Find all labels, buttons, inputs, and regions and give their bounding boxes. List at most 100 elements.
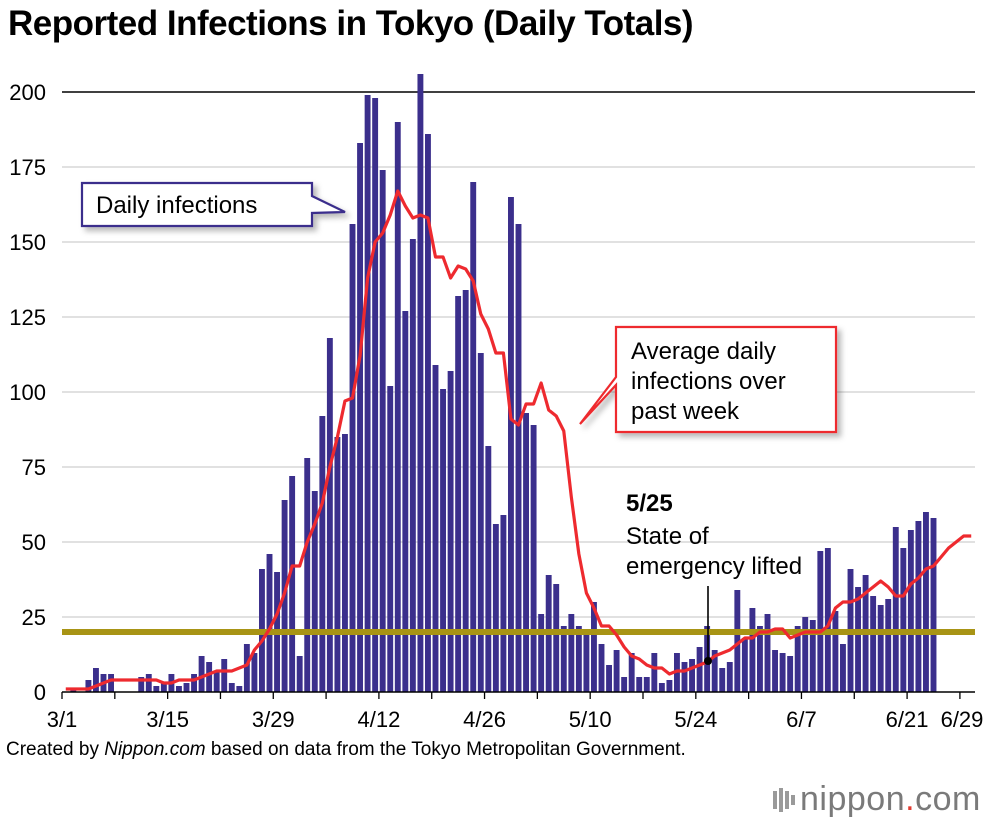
y-tick-label: 175 — [9, 155, 46, 180]
daily-bar — [515, 224, 522, 692]
daily-bar — [907, 530, 914, 692]
daily-bar — [892, 527, 899, 692]
daily-bar — [824, 548, 831, 692]
y-tick-label: 100 — [9, 380, 46, 405]
logo-name: nippon — [800, 780, 906, 818]
daily-bar — [719, 668, 726, 692]
daily-bar — [923, 512, 929, 692]
daily-bar — [794, 626, 801, 692]
daily-bar — [817, 551, 824, 692]
daily-bar — [326, 338, 333, 692]
daily-bar — [591, 602, 597, 692]
event-line-1: State of — [626, 523, 709, 550]
daily-bar — [877, 605, 884, 692]
x-tick-label: 6/7 — [786, 707, 817, 732]
daily-bar — [809, 620, 816, 692]
daily-bar — [787, 656, 794, 692]
source-note: Created by Nippon.com based on data from… — [6, 736, 766, 763]
daily-bar — [379, 170, 386, 692]
average-line — [65, 189, 972, 691]
source-prefix: Created by — [6, 739, 105, 760]
daily-bar — [334, 437, 341, 692]
daily-bar — [296, 656, 303, 692]
daily-bar — [658, 683, 665, 692]
daily-bar — [236, 686, 243, 692]
daily-bar — [470, 182, 477, 692]
daily-bar — [228, 683, 235, 692]
daily-bar — [462, 290, 469, 692]
daily-bar — [93, 668, 99, 692]
daily-bar — [191, 674, 197, 692]
daily-bar — [251, 653, 258, 692]
daily-bar — [666, 680, 673, 692]
daily-bar — [372, 98, 379, 692]
daily-bar — [900, 548, 907, 692]
chart: 0 25 50 75 100 125 150 175 200 3/1 3/15 3/29 4/12 4/2… — [9, 74, 983, 732]
daily-bar — [206, 662, 213, 692]
daily-bar — [138, 677, 145, 692]
daily-bar — [153, 686, 160, 692]
source-name: Nippon.com — [104, 739, 206, 760]
daily-bar — [553, 584, 560, 692]
logo-tld: com — [915, 780, 981, 818]
nippon-logo: nippon.com — [772, 780, 981, 819]
daily-bar — [409, 239, 416, 692]
daily-bar — [349, 224, 356, 692]
daily-bar — [176, 686, 182, 692]
daily-bar — [741, 638, 748, 692]
daily-bar — [651, 653, 658, 692]
daily-bar — [85, 680, 92, 692]
daily-bar — [840, 644, 846, 692]
daily-bar — [108, 674, 114, 692]
daily-bar — [636, 677, 643, 692]
daily-bar — [711, 650, 718, 692]
daily-bar — [696, 647, 703, 692]
daily-bar — [749, 608, 756, 692]
daily-bar — [523, 413, 529, 692]
daily-bar — [643, 677, 650, 692]
average-label-line-2: infections over — [631, 368, 786, 395]
x-tick-label: 6/21 — [886, 707, 929, 732]
daily-bar — [342, 434, 348, 692]
daily-bar — [477, 353, 484, 692]
x-tick-label: 3/15 — [146, 707, 189, 732]
daily-bar — [764, 614, 771, 692]
daily-bar — [757, 626, 763, 692]
daily-bar — [402, 311, 409, 692]
daily-bar — [538, 614, 545, 692]
daily-bar — [417, 74, 424, 692]
daily-bar — [357, 143, 363, 692]
daily-bar — [319, 416, 326, 692]
daily-bar — [915, 521, 922, 692]
daily-bar — [492, 524, 499, 692]
daily-bar — [304, 458, 311, 692]
daily-bar — [583, 632, 590, 692]
y-tick-label: 75 — [22, 455, 46, 480]
average-callout: Average daily infections over past week — [579, 325, 838, 434]
daily-bar — [681, 662, 688, 692]
daily-bar — [500, 515, 507, 692]
daily-bar — [606, 665, 612, 692]
daily-bar — [621, 677, 628, 692]
daily-bar — [802, 617, 809, 692]
daily-bar — [530, 425, 537, 692]
x-tick-label: 3/29 — [252, 707, 295, 732]
daily-bar — [885, 599, 892, 692]
logo-mark-icon — [773, 788, 795, 812]
daily-bar — [145, 674, 152, 692]
y-tick-label: 25 — [22, 605, 46, 630]
daily-bar — [508, 197, 514, 692]
x-tick-label: 5/24 — [674, 707, 717, 732]
daily-bar — [870, 596, 877, 692]
daily-bar — [598, 644, 605, 692]
daily-bar — [455, 296, 462, 692]
emergency-annotation: 5/25 State of emergency lifted — [626, 490, 802, 665]
daily-bar — [575, 626, 582, 692]
average-label-line-3: past week — [631, 398, 740, 425]
daily-bar — [221, 659, 228, 692]
daily-bar — [832, 611, 839, 692]
daily-bar — [394, 122, 401, 692]
daily-infections-callout: Daily infections — [80, 181, 346, 228]
y-tick-label: 200 — [9, 80, 46, 105]
daily-bar — [440, 389, 446, 692]
